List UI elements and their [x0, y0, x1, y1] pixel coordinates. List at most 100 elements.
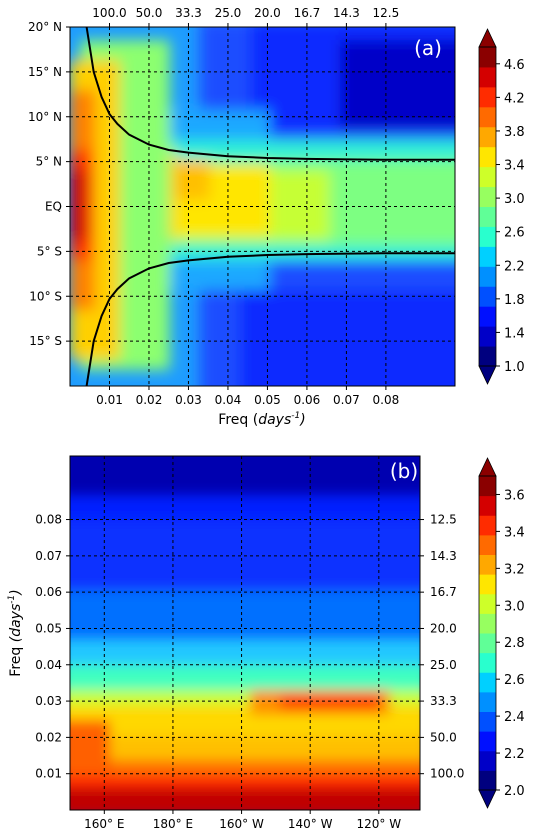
x-tick-label: 0.08 — [373, 393, 400, 407]
panel-b-heatmap — [70, 456, 420, 810]
colorbar-segment — [479, 146, 496, 168]
colorbar-tick-label: 3.4 — [504, 525, 525, 540]
colorbar-segment — [479, 286, 496, 307]
colorbar-segment — [479, 346, 496, 367]
colorbar-segment — [479, 86, 496, 108]
y-tick-label: 0.06 — [35, 585, 62, 599]
colorbar-segment — [479, 613, 496, 634]
colorbar-tick-label: 4.6 — [504, 58, 525, 73]
x-tick-label: 0.04 — [215, 393, 242, 407]
colorbar-tick-label: 2.6 — [504, 673, 525, 688]
critical-latitude-curve-north — [85, 27, 455, 161]
colorbar-segment — [479, 246, 496, 267]
colorbar-segment — [479, 711, 496, 732]
colorbar-segment — [479, 574, 496, 595]
colorbar-segment — [479, 47, 496, 68]
panel-a-grid — [70, 27, 455, 386]
top-tick-label: 12.5 — [373, 6, 400, 20]
colorbar-tick-label: 3.8 — [504, 125, 525, 140]
right-tick-label: 14.3 — [430, 549, 457, 563]
y-tick-label: 0.04 — [35, 658, 62, 672]
colorbar-tick-label: 2.2 — [504, 259, 525, 274]
colorbar-tick-label: 2.8 — [504, 636, 525, 651]
panel-b-frame — [69, 455, 421, 811]
y-tick-label: 0.05 — [35, 621, 62, 635]
x-tick-label: 120° W — [357, 817, 402, 831]
y-tick-label: 0.02 — [35, 730, 62, 744]
colorbar-b: 2.0 2.2 2.4 2.6 2.8 3.0 3.2 3.4 3.6 — [478, 457, 525, 809]
panel-b-label: (b) — [390, 459, 418, 483]
colorbar-tick-label: 3.2 — [504, 562, 525, 577]
colorbar-tick-label: 1.0 — [504, 360, 525, 375]
right-tick-label: 25.0 — [430, 658, 457, 672]
colorbar-segment — [479, 652, 496, 673]
top-tick-label: 20.0 — [254, 6, 281, 20]
right-tick-label: 33.3 — [430, 694, 457, 708]
colorbar-tick-label: 3.0 — [504, 192, 525, 207]
colorbar-segment — [479, 476, 496, 497]
colorbar-segment — [479, 106, 496, 128]
y-tick-label: 5° S — [37, 244, 62, 258]
x-tick-label: 0.01 — [96, 393, 123, 407]
colorbar-segment — [479, 306, 496, 327]
x-tick-label: 0.06 — [294, 393, 321, 407]
panel-b-ylabel: Freq (days-1) — [7, 589, 24, 676]
y-tick-label: 10° S — [29, 289, 62, 303]
x-tick-label: 0.05 — [254, 393, 281, 407]
x-tick-label: 0.07 — [333, 393, 360, 407]
colorbar-frame — [478, 46, 497, 367]
colorbar-segment — [479, 266, 496, 287]
y-tick-label: 0.01 — [35, 767, 62, 781]
colorbar-tick-label: 3.6 — [504, 488, 525, 503]
y-tick-label: 10° N — [28, 110, 62, 124]
panel-a: 0.01 100.0 0.02 50.0 0.03 33.3 0.04 25.0 0.05 20.… — [28, 6, 456, 428]
colorbar-segment — [479, 554, 496, 575]
top-tick-label: 14.3 — [333, 6, 360, 20]
colorbar-segment — [479, 206, 496, 227]
colorbar-segment — [479, 186, 496, 207]
colorbar-segment — [479, 633, 496, 654]
panel-b: 160° E 180° E 160° W 140° W 120° W 0.08 12.5 0.… — [7, 455, 464, 831]
top-tick-label: 16.7 — [294, 6, 321, 20]
panel-a-label: (a) — [414, 36, 442, 60]
right-tick-label: 100.0 — [430, 767, 464, 781]
right-tick-label: 50.0 — [430, 730, 457, 744]
y-tick-label: 0.07 — [35, 549, 62, 563]
colorbar-tick-label: 2.6 — [504, 226, 525, 241]
colorbar-segment — [479, 166, 496, 188]
colorbar-segment — [479, 691, 496, 712]
right-tick-label: 12.5 — [430, 513, 457, 527]
colorbar-tick-label: 3.0 — [504, 599, 525, 614]
colorbar-segment — [479, 731, 496, 752]
colorbar-segment — [479, 672, 496, 693]
y-tick-label: 20° N — [28, 20, 62, 34]
panel-a-heatmap — [70, 27, 455, 386]
colorbar-tick-label: 2.2 — [504, 747, 525, 762]
colorbar-frame — [478, 475, 497, 791]
colorbar-extend-min — [478, 789, 497, 809]
panel-b-ticks: 160° E 180° E 160° W 140° W 120° W 0.08 12.5 0.… — [35, 513, 464, 831]
colorbar-tick-label: 4.2 — [504, 91, 525, 106]
colorbar-extend-max — [478, 28, 497, 48]
colorbar-segment — [479, 126, 496, 148]
top-tick-label: 25.0 — [215, 6, 242, 20]
x-tick-label: 140° W — [288, 817, 333, 831]
colorbar-a: 1.0 1.4 1.8 2.2 2.6 3.0 3.4 3.8 4.2 4.6 — [478, 28, 525, 385]
x-tick-label: 0.02 — [136, 393, 163, 407]
colorbar-segment — [479, 495, 496, 516]
y-tick-label: 0.03 — [35, 694, 62, 708]
colorbar-tick-label: 1.4 — [504, 326, 525, 341]
colorbar-tick-label: 3.4 — [504, 159, 525, 174]
colorbar-extend-min — [478, 365, 497, 385]
colorbar-segment — [479, 515, 496, 536]
y-tick-label: EQ — [45, 200, 62, 214]
panel-a-xlabel: Freq (days-1) — [218, 411, 305, 428]
right-tick-label: 20.0 — [430, 621, 457, 635]
right-tick-label: 16.7 — [430, 585, 457, 599]
x-tick-label: 160° E — [84, 817, 124, 831]
colorbar-segment — [479, 534, 496, 555]
top-tick-label: 100.0 — [92, 6, 126, 20]
x-tick-label: 160° W — [219, 817, 264, 831]
colorbar-tick-label: 2.0 — [504, 784, 525, 799]
x-tick-label: 180° E — [153, 817, 193, 831]
